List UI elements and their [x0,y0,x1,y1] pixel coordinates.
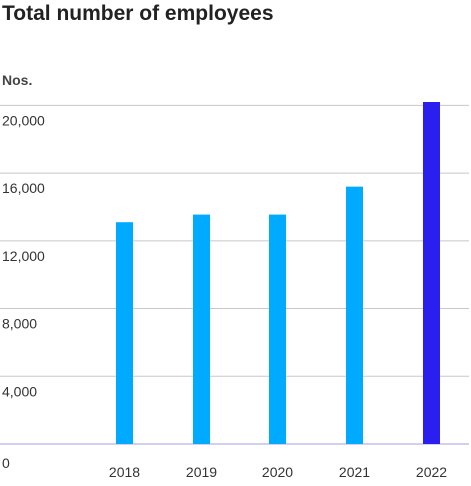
x-tick-label: 2021 [339,464,370,480]
bars [116,102,440,444]
y-axis-unit-label: Nos. [2,72,33,88]
y-tick-label: 12,000 [2,248,45,264]
x-tick-label: 2022 [416,464,447,480]
y-tick-label: 20,000 [2,112,45,128]
bar-2019 [193,214,210,444]
y-axis-ticks: 0 4,000 8,000 12,000 16,000 20,000 [2,112,45,471]
x-tick-label: 2018 [109,464,140,480]
bar-2022 [423,102,440,444]
y-tick-label: 0 [2,455,10,471]
y-tick-label: 4,000 [2,383,37,399]
chart-title: Total number of employees [2,2,274,25]
gridlines [0,104,469,445]
bar-2020 [269,214,286,444]
bar-2021 [346,186,363,444]
y-tick-label: 8,000 [2,316,37,332]
x-axis-ticks: 2018 2019 2020 2021 2022 [109,464,447,480]
y-tick-label: 16,000 [2,180,45,196]
x-tick-label: 2019 [186,464,217,480]
x-tick-label: 2020 [262,464,293,480]
bar-2018 [116,222,133,444]
